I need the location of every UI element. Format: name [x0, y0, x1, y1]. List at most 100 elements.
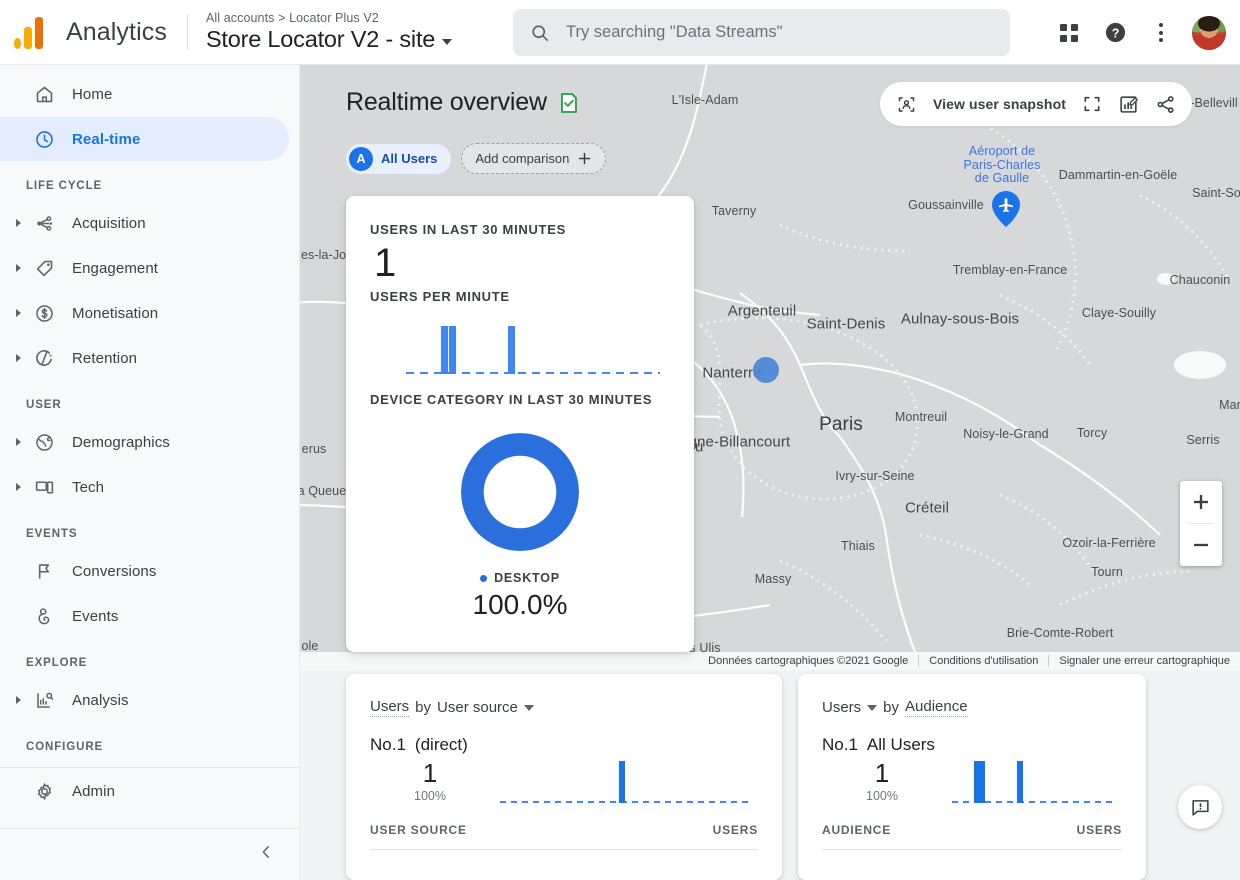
share-icon[interactable]: [1155, 94, 1176, 115]
chevron-down-icon[interactable]: [523, 704, 534, 711]
map-place-label: Noisy-le-Grand: [963, 427, 1049, 441]
card-dimension: User source: [437, 699, 518, 716]
attribution-report-error[interactable]: Signaler une erreur cartographique: [1048, 655, 1240, 667]
card-sparkline[interactable]: [500, 757, 752, 803]
card-title[interactable]: Users by Audience: [822, 698, 1122, 717]
sidebar-divider: [0, 767, 299, 768]
chevron-left-icon[interactable]: [257, 843, 275, 866]
chevron-down-icon[interactable]: [442, 38, 453, 45]
sidebar-section-events: EVENTS: [26, 528, 78, 540]
card-sparkline[interactable]: [952, 757, 1116, 803]
chart-baseline: [952, 801, 1116, 803]
user-avatar[interactable]: [1192, 15, 1226, 50]
expand-arrow-icon[interactable]: [10, 354, 26, 362]
users-by-audience-card: Users by Audience No.1 All Users 1 100% …: [798, 674, 1146, 880]
chip-all-users[interactable]: A All Users: [346, 143, 452, 174]
sidebar-item-demographics[interactable]: Demographics: [0, 420, 289, 464]
sidebar-item-conversions[interactable]: Conversions: [0, 549, 289, 593]
sidebar-item-acquisition[interactable]: Acquisition: [0, 201, 289, 245]
card-title-mid: by: [883, 699, 900, 716]
chevron-down-icon[interactable]: [867, 704, 878, 711]
feedback-icon: [1191, 799, 1209, 816]
sidebar-item-analysis[interactable]: Analysis: [0, 678, 289, 722]
user-snapshot-icon[interactable]: [896, 94, 917, 115]
card-value-block: 1 100%: [822, 757, 942, 803]
chart-bar: [973, 761, 980, 803]
map-place-label: Ivry-sur-Seine: [835, 469, 915, 483]
sidebar-item-engagement[interactable]: Engagement: [0, 246, 289, 290]
card-title[interactable]: Users by User source: [370, 698, 758, 717]
feedback-button[interactable]: [1178, 785, 1222, 829]
sidebar-item-label: Retention: [72, 349, 138, 367]
card-rank-value: All Users: [866, 735, 935, 754]
sidebar-item-real-time[interactable]: Real-time: [0, 117, 289, 161]
zoom-in-button[interactable]: [1180, 481, 1222, 523]
property-title: Store Locator V2 - site: [205, 26, 436, 52]
realtime-map[interactable]: L'Isle-Adam Taverny Goussainville Dammartin…: [300, 65, 1240, 670]
chart-baseline: [500, 801, 752, 803]
sidebar-item-events[interactable]: Events: [0, 594, 289, 638]
attribution-terms[interactable]: Conditions d'utilisation: [918, 655, 1048, 667]
apps-grid-icon[interactable]: [1048, 12, 1090, 54]
map-place-label: Torcy: [1076, 426, 1108, 440]
map-place-label: Brie-Comte-Robert: [1006, 626, 1114, 640]
search-input[interactable]: Try searching "Data Streams": [513, 9, 1010, 56]
sidebar-item-monetisation[interactable]: Monetisation: [0, 291, 289, 335]
airport-pin-icon: [992, 191, 1020, 227]
expand-arrow-icon[interactable]: [10, 438, 26, 446]
expand-arrow-icon[interactable]: [10, 219, 26, 227]
home-icon: [26, 84, 62, 105]
tag-icon: [26, 258, 62, 279]
sidebar-item-label: Engagement: [72, 259, 159, 277]
chart-bar: [618, 761, 625, 803]
plus-icon: [1194, 495, 1208, 509]
chart-bar: [1017, 761, 1024, 803]
card-metric-selector[interactable]: Users: [370, 698, 410, 717]
map-place-label: Chauconin: [1169, 273, 1231, 287]
sidebar-item-label: Events: [72, 607, 119, 625]
users-per-minute-chart[interactable]: [406, 322, 660, 374]
column-header-left: USER SOURCE: [370, 823, 467, 837]
card-value-block: 1 100%: [370, 757, 490, 803]
sidebar-item-home[interactable]: Home: [0, 72, 289, 116]
expand-arrow-icon[interactable]: [10, 264, 26, 272]
fullscreen-icon[interactable]: [1082, 94, 1102, 114]
devices-icon: [26, 477, 62, 498]
map-place-label: Paris: [819, 414, 863, 435]
expand-arrow-icon[interactable]: [10, 483, 26, 491]
left-sidebar: Home Real-time LIFE CYCLE: [0, 65, 300, 880]
header-actions: ?: [1048, 0, 1226, 65]
expand-arrow-icon[interactable]: [10, 309, 26, 317]
map-place-label: Dammartin-en-Goële: [1058, 168, 1178, 182]
expand-arrow-icon[interactable]: [10, 696, 26, 704]
card-dimension-selector[interactable]: Audience: [905, 698, 968, 717]
map-place-label: Montreuil: [894, 410, 948, 424]
sidebar-item-retention[interactable]: Retention: [0, 336, 289, 380]
zoom-divider: [1188, 523, 1214, 524]
help-icon[interactable]: ?: [1094, 12, 1136, 54]
header-divider: [186, 15, 188, 49]
google-analytics-logo-icon[interactable]: [14, 15, 54, 49]
map-place-label: Goussainville: [908, 198, 984, 212]
add-comparison-button[interactable]: Add comparison: [461, 143, 607, 174]
sidebar-section-user: USER: [26, 399, 62, 411]
plus-icon: [579, 152, 591, 165]
users-per-minute-label: USERS PER MINUTE: [370, 289, 510, 304]
chart-bar: [440, 326, 448, 374]
kebab-menu-icon[interactable]: [1140, 12, 1182, 54]
sidebar-item-tech[interactable]: Tech: [0, 465, 289, 509]
map-place-label: Taverny: [711, 204, 757, 218]
card-top-row: No.1 All Users: [822, 735, 1122, 755]
card-value: 1: [422, 758, 438, 788]
sidebar-item-admin[interactable]: Admin: [0, 769, 289, 813]
insights-check-icon[interactable]: [557, 91, 581, 115]
account-property-selector[interactable]: All accounts > Locator Plus V2 Store Loc…: [205, 11, 453, 53]
column-header-right: USERS: [712, 823, 758, 837]
device-category-chart[interactable]: DESKTOP 100.0%: [370, 433, 670, 621]
zoom-out-button[interactable]: [1180, 524, 1222, 566]
edit-chart-icon[interactable]: [1118, 94, 1139, 115]
users-last-30-label: USERS IN LAST 30 MINUTES: [370, 222, 566, 237]
map-attribution: Données cartographiques ©2021 Google Con…: [300, 652, 1240, 670]
view-user-snapshot-label[interactable]: View user snapshot: [932, 96, 1066, 112]
map-place-label: Argenteuil: [727, 302, 797, 320]
